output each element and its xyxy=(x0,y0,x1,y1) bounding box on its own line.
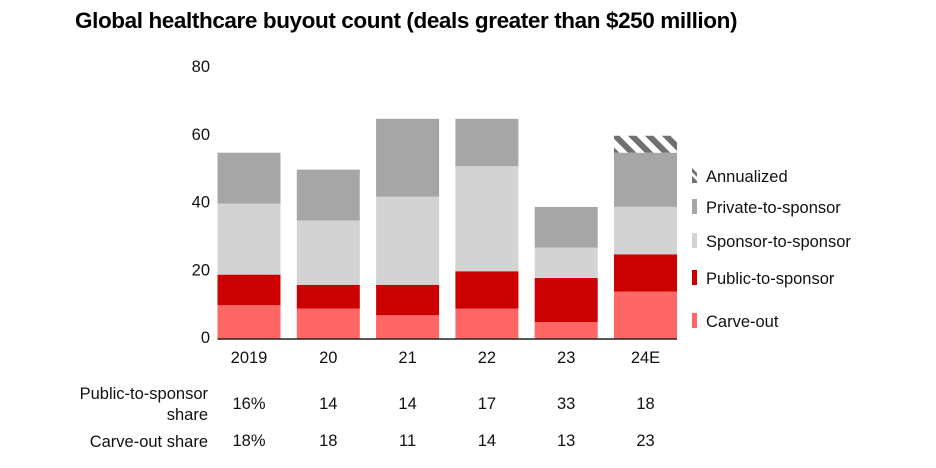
table-cell: 23 xyxy=(636,432,655,450)
table-row-label-line: Carve-out share xyxy=(89,432,208,451)
y-tick-label: 20 xyxy=(192,261,210,279)
legend-swatch-stripe xyxy=(692,176,697,183)
table-cell: 18 xyxy=(319,432,338,450)
table-row-label-line: Public-to-sponsor xyxy=(79,385,208,403)
y-tick-label: 80 xyxy=(192,58,210,76)
table-cell: 18% xyxy=(232,432,266,450)
legend: Annualized Private-to-sponsor Sponsor-to-s… xyxy=(692,168,851,331)
legend-swatch xyxy=(692,199,697,214)
chart-title: Global healthcare buyout count (deals gr… xyxy=(75,8,738,33)
bar-segment-sponsor-to-sponsor xyxy=(296,220,360,285)
bar-segment-sponsor-to-sponsor xyxy=(534,247,598,279)
bar-segment-carve-out xyxy=(534,322,598,339)
table-cell: 18 xyxy=(636,395,655,413)
bar-segment-sponsor-to-sponsor xyxy=(217,203,281,275)
legend-swatch xyxy=(692,270,697,285)
bar-stack-22 xyxy=(455,118,519,339)
table-cell: 16% xyxy=(232,395,266,413)
legend-swatch-stripe xyxy=(692,168,697,177)
bar-segment-carve-out xyxy=(455,308,519,339)
bar-segment-sponsor-to-sponsor xyxy=(376,196,440,285)
y-tick-label: 40 xyxy=(192,194,210,212)
legend-label: Private-to-sponsor xyxy=(706,199,841,217)
bar-segment-carve-out xyxy=(217,305,281,339)
legend-label: Annualized xyxy=(706,168,788,186)
bar-segment-private-to-sponsor xyxy=(455,118,519,167)
legend-swatch xyxy=(692,168,697,183)
bar-segment-public-to-sponsor xyxy=(296,284,360,309)
table-row-label-line: share xyxy=(166,406,208,424)
legend-label: Sponsor-to-sponsor xyxy=(706,233,851,251)
legend-label: Carve-out xyxy=(706,313,779,331)
y-axis-ticks: 0 20 40 60 80 xyxy=(192,58,210,347)
bar-stack-24E xyxy=(614,135,677,339)
bar-segment-sponsor-to-sponsor xyxy=(614,206,677,255)
bar-segment-public-to-sponsor xyxy=(217,274,281,306)
table-cell: 11 xyxy=(399,432,417,450)
table-cell: 13 xyxy=(557,432,576,450)
bar-segment-carve-out xyxy=(376,315,440,339)
bar-segment-public-to-sponsor xyxy=(455,271,519,309)
bar-segment-private-to-sponsor xyxy=(614,152,677,207)
legend-item: Carve-out xyxy=(692,313,779,331)
bar-segment-private-to-sponsor xyxy=(296,169,360,221)
bar-segment-carve-out xyxy=(296,308,360,339)
x-tick-label: 24E xyxy=(631,349,660,367)
legend-item: Private-to-sponsor xyxy=(692,199,841,217)
table-cell: 14 xyxy=(319,395,338,413)
legend-item: Annualized xyxy=(692,168,788,186)
x-axis-ticks: 2019 20 21 22 23 24E xyxy=(231,349,661,367)
bar-segment-annualized xyxy=(614,135,677,153)
x-tick-label: 21 xyxy=(398,349,416,367)
x-tick-label: 2019 xyxy=(231,349,268,367)
legend-swatch xyxy=(692,313,697,328)
x-tick-label: 23 xyxy=(557,349,575,367)
bar-stack-2019 xyxy=(217,152,281,339)
bar-segment-carve-out xyxy=(614,291,677,339)
x-tick-label: 20 xyxy=(319,349,337,367)
bar-stack-20 xyxy=(296,169,360,339)
bars xyxy=(217,118,677,339)
bar-segment-private-to-sponsor xyxy=(217,152,281,204)
legend-item: Public-to-sponsor xyxy=(692,270,835,288)
bar-stack-23 xyxy=(534,206,598,339)
table-cell: 17 xyxy=(477,395,497,413)
legend-label: Public-to-sponsor xyxy=(706,270,835,288)
table-row-label: Public-to-sponsor share xyxy=(80,384,208,426)
bar-segment-public-to-sponsor xyxy=(376,284,440,316)
y-tick-label: 0 xyxy=(201,329,210,347)
bar-segment-private-to-sponsor xyxy=(534,206,598,248)
legend-swatch xyxy=(692,233,697,248)
bar-segment-public-to-sponsor xyxy=(534,278,598,323)
bar-segment-public-to-sponsor xyxy=(614,254,677,292)
table-cell: 14 xyxy=(477,432,497,450)
bar-segment-sponsor-to-sponsor xyxy=(455,166,519,272)
bar-stack-21 xyxy=(376,118,440,339)
y-tick-label: 60 xyxy=(192,126,210,144)
table-cell: 33 xyxy=(557,395,576,413)
table-row-label: Carve-out share xyxy=(90,432,208,453)
legend-item: Sponsor-to-sponsor xyxy=(692,233,851,251)
table-cell: 14 xyxy=(398,395,417,413)
bar-segment-private-to-sponsor xyxy=(376,118,440,197)
x-tick-label: 22 xyxy=(478,349,496,367)
